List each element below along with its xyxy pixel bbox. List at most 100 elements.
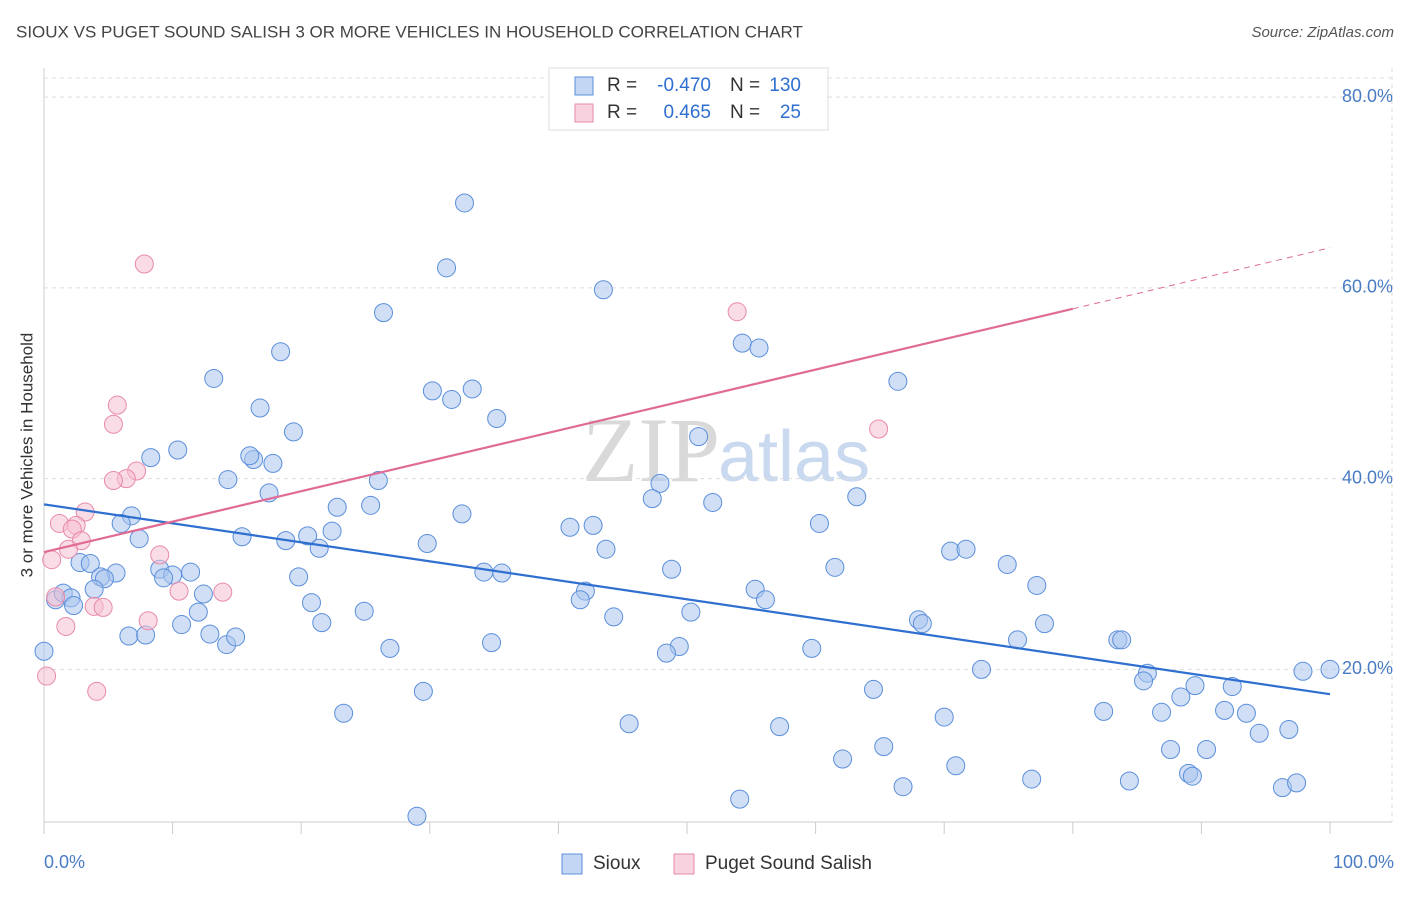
point bbox=[1171, 687, 1191, 707]
point bbox=[619, 714, 639, 734]
point bbox=[1035, 614, 1055, 634]
y-tick-label: 20.0% bbox=[1342, 658, 1393, 678]
point bbox=[809, 513, 829, 533]
point bbox=[103, 414, 123, 434]
point bbox=[462, 379, 482, 399]
point bbox=[138, 611, 158, 631]
point bbox=[583, 515, 603, 535]
point bbox=[46, 587, 66, 607]
point bbox=[283, 422, 303, 442]
point bbox=[703, 492, 723, 512]
point bbox=[1293, 661, 1313, 681]
point bbox=[64, 595, 84, 615]
point bbox=[34, 641, 54, 661]
point bbox=[650, 473, 670, 493]
point bbox=[893, 777, 913, 797]
point bbox=[150, 545, 170, 565]
legend-swatch bbox=[574, 76, 594, 96]
point bbox=[689, 427, 709, 447]
point bbox=[560, 517, 580, 537]
point bbox=[681, 602, 701, 622]
point bbox=[87, 681, 107, 701]
point bbox=[361, 495, 381, 515]
legend-label: R = bbox=[607, 102, 637, 123]
point bbox=[134, 254, 154, 274]
point bbox=[334, 703, 354, 723]
point bbox=[1236, 703, 1256, 723]
point bbox=[213, 582, 233, 602]
point bbox=[271, 342, 291, 362]
point bbox=[570, 590, 590, 610]
point bbox=[111, 513, 131, 533]
legend-swatch bbox=[561, 853, 583, 875]
point bbox=[749, 338, 769, 358]
point bbox=[956, 539, 976, 559]
point bbox=[437, 258, 457, 278]
point bbox=[172, 615, 192, 635]
legend-box bbox=[548, 67, 829, 131]
point bbox=[869, 419, 889, 439]
point bbox=[934, 707, 954, 727]
trend-line bbox=[43, 503, 1331, 696]
point bbox=[380, 638, 400, 658]
point bbox=[204, 368, 224, 388]
trend-line bbox=[43, 307, 1074, 554]
point bbox=[997, 554, 1017, 574]
point bbox=[847, 487, 867, 507]
point bbox=[37, 666, 57, 686]
point bbox=[770, 717, 790, 737]
point bbox=[129, 529, 149, 549]
point bbox=[656, 643, 676, 663]
point bbox=[1197, 740, 1217, 760]
point bbox=[84, 579, 104, 599]
point bbox=[596, 539, 616, 559]
point bbox=[1094, 701, 1114, 721]
point bbox=[250, 398, 270, 418]
point bbox=[1222, 677, 1242, 697]
point bbox=[455, 193, 475, 213]
point bbox=[604, 607, 624, 627]
point bbox=[42, 550, 62, 570]
point bbox=[154, 568, 174, 588]
legend-label: Sioux bbox=[593, 853, 641, 874]
point bbox=[107, 395, 127, 415]
y-axis-label: 3 or more Vehicles in Household bbox=[17, 333, 36, 578]
point bbox=[417, 533, 437, 553]
point bbox=[226, 627, 246, 647]
point bbox=[168, 440, 188, 460]
point bbox=[188, 602, 208, 622]
point bbox=[1249, 723, 1269, 743]
point bbox=[56, 616, 76, 636]
point bbox=[368, 471, 388, 491]
point bbox=[1182, 766, 1202, 786]
point bbox=[642, 489, 662, 509]
legend-value: 130 bbox=[769, 75, 801, 96]
y-tick-label: 40.0% bbox=[1342, 467, 1393, 487]
point bbox=[141, 448, 161, 468]
point bbox=[1320, 659, 1340, 679]
point bbox=[354, 601, 374, 621]
legend-label: N = bbox=[730, 102, 760, 123]
point bbox=[93, 597, 113, 617]
y-tick-label: 80.0% bbox=[1342, 86, 1393, 106]
source: Source: ZipAtlas.com bbox=[1251, 24, 1394, 41]
point bbox=[474, 562, 494, 582]
legend-label: N = bbox=[730, 75, 760, 96]
legend-value: -0.470 bbox=[657, 75, 711, 96]
point bbox=[312, 613, 332, 633]
point bbox=[1152, 702, 1172, 722]
point bbox=[413, 681, 433, 701]
point bbox=[874, 737, 894, 757]
point bbox=[169, 581, 189, 601]
point bbox=[1119, 771, 1139, 791]
point bbox=[103, 471, 123, 491]
legend-swatch bbox=[673, 853, 695, 875]
point bbox=[730, 789, 750, 809]
point bbox=[327, 497, 347, 517]
point bbox=[755, 590, 775, 610]
chart-title: SIOUX VS PUGET SOUND SALISH 3 OR MORE VE… bbox=[16, 22, 803, 41]
watermark: atlas bbox=[718, 417, 870, 497]
point bbox=[863, 679, 883, 699]
point bbox=[1161, 740, 1181, 760]
point bbox=[487, 409, 507, 429]
